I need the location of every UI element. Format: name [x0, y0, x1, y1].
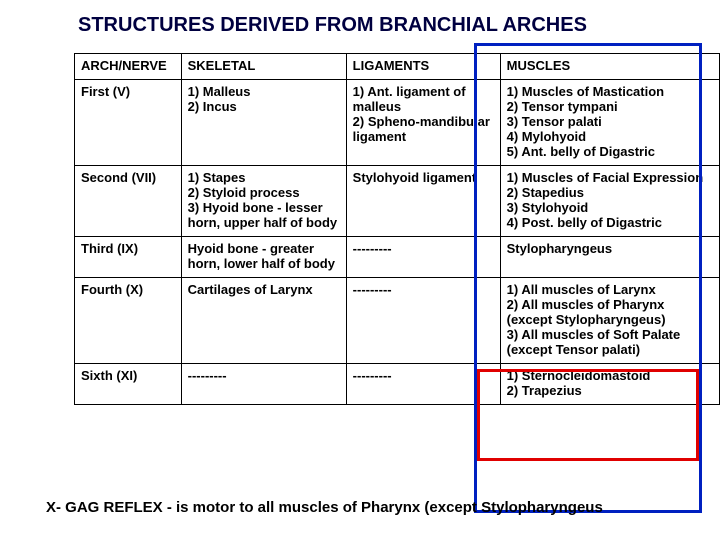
cell-skeletal: Hyoid bone - greater horn, lower half of…: [181, 237, 346, 278]
page-title: STRUCTURES DERIVED FROM BRANCHIAL ARCHES: [0, 0, 720, 47]
cell-muscles: 1) Sternocleidomastoid2) Trapezius: [500, 364, 719, 405]
col-header-arch: ARCH/NERVE: [75, 54, 182, 80]
cell-muscles: Stylopharyngeus: [500, 237, 719, 278]
table-container: ARCH/NERVE SKELETAL LIGAMENTS MUSCLES Fi…: [74, 53, 720, 405]
cell-skeletal: 1) Stapes2) Styloid process3) Hyoid bone…: [181, 166, 346, 237]
cell-ligaments: 1) Ant. ligament of malleus2) Spheno-man…: [346, 80, 500, 166]
cell-muscles: 1) Muscles of Mastication2) Tensor tympa…: [500, 80, 719, 166]
table-row: Fourth (X) Cartilages of Larynx --------…: [75, 278, 720, 364]
cell-skeletal: 1) Malleus2) Incus: [181, 80, 346, 166]
cell-arch: Second (VII): [75, 166, 182, 237]
cell-ligaments: ---------: [346, 278, 500, 364]
cell-ligaments: ---------: [346, 364, 500, 405]
cell-arch: First (V): [75, 80, 182, 166]
cell-arch: Fourth (X): [75, 278, 182, 364]
cell-arch: Third (IX): [75, 237, 182, 278]
cell-ligaments: Stylohyoid ligament: [346, 166, 500, 237]
cell-skeletal: Cartilages of Larynx: [181, 278, 346, 364]
footer-note: X- GAG REFLEX - is motor to all muscles …: [46, 499, 603, 516]
cell-ligaments: ---------: [346, 237, 500, 278]
table-row: Second (VII) 1) Stapes2) Styloid process…: [75, 166, 720, 237]
col-header-skeletal: SKELETAL: [181, 54, 346, 80]
table-row: First (V) 1) Malleus2) Incus 1) Ant. lig…: [75, 80, 720, 166]
cell-arch: Sixth (XI): [75, 364, 182, 405]
cell-muscles: 1) All muscles of Larynx2) All muscles o…: [500, 278, 719, 364]
table-row: Third (IX) Hyoid bone - greater horn, lo…: [75, 237, 720, 278]
col-header-muscles: MUSCLES: [500, 54, 719, 80]
cell-muscles: 1) Muscles of Facial Expression2) Staped…: [500, 166, 719, 237]
cell-skeletal: ---------: [181, 364, 346, 405]
branchial-arches-table: ARCH/NERVE SKELETAL LIGAMENTS MUSCLES Fi…: [74, 53, 720, 405]
table-header-row: ARCH/NERVE SKELETAL LIGAMENTS MUSCLES: [75, 54, 720, 80]
col-header-ligaments: LIGAMENTS: [346, 54, 500, 80]
table-row: Sixth (XI) --------- --------- 1) Sterno…: [75, 364, 720, 405]
